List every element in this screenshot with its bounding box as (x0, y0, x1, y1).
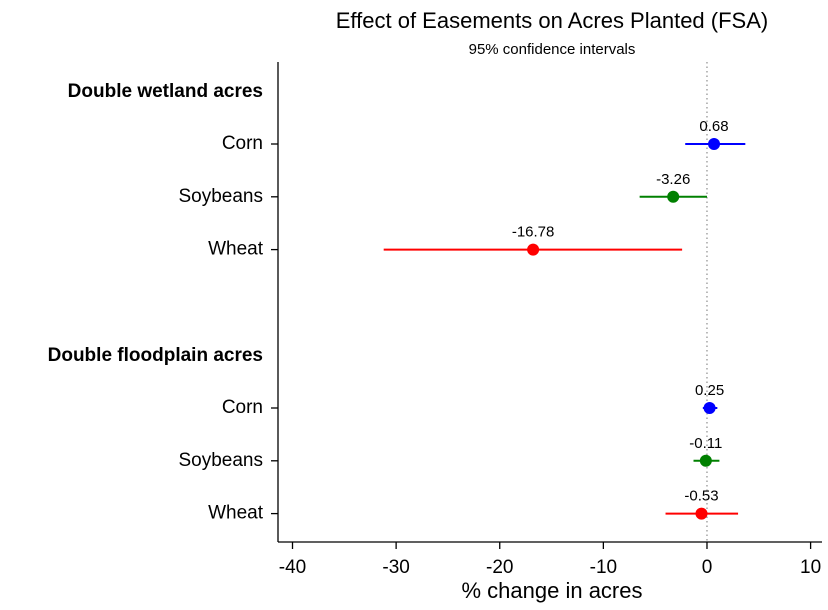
point (527, 243, 540, 256)
category-label: Wheat (208, 503, 264, 524)
point (699, 454, 712, 467)
point (695, 507, 708, 520)
value-label: -0.53 (684, 488, 718, 505)
x-axis-label: % change in acres (462, 578, 643, 603)
x-tick-label: -30 (382, 557, 409, 578)
category-label: Wheat (208, 239, 264, 260)
point (708, 138, 721, 150)
value-label: -3.26 (656, 171, 690, 188)
category-label: Corn (222, 397, 263, 418)
x-tick-label: 0 (702, 557, 713, 578)
chart-title: Effect of Easements on Acres Planted (FS… (336, 8, 768, 33)
x-tick-label: -20 (486, 557, 513, 578)
category-label: Soybeans (178, 186, 263, 207)
point (667, 190, 680, 203)
value-label: -16.78 (512, 224, 555, 241)
group-header: Double floodplain acres (48, 345, 263, 366)
point (703, 402, 716, 414)
value-label: 0.68 (699, 118, 728, 135)
value-label: 0.25 (695, 382, 724, 399)
category-label: Soybeans (178, 450, 263, 471)
category-label: Corn (222, 133, 263, 154)
x-tick-label: 10 (800, 557, 821, 578)
group-header: Double wetland acres (68, 81, 263, 102)
x-tick-label: -40 (279, 557, 306, 578)
value-label: -0.11 (689, 435, 722, 452)
chart-subtitle: 95% confidence intervals (469, 41, 636, 58)
x-tick-label: -10 (590, 557, 617, 578)
